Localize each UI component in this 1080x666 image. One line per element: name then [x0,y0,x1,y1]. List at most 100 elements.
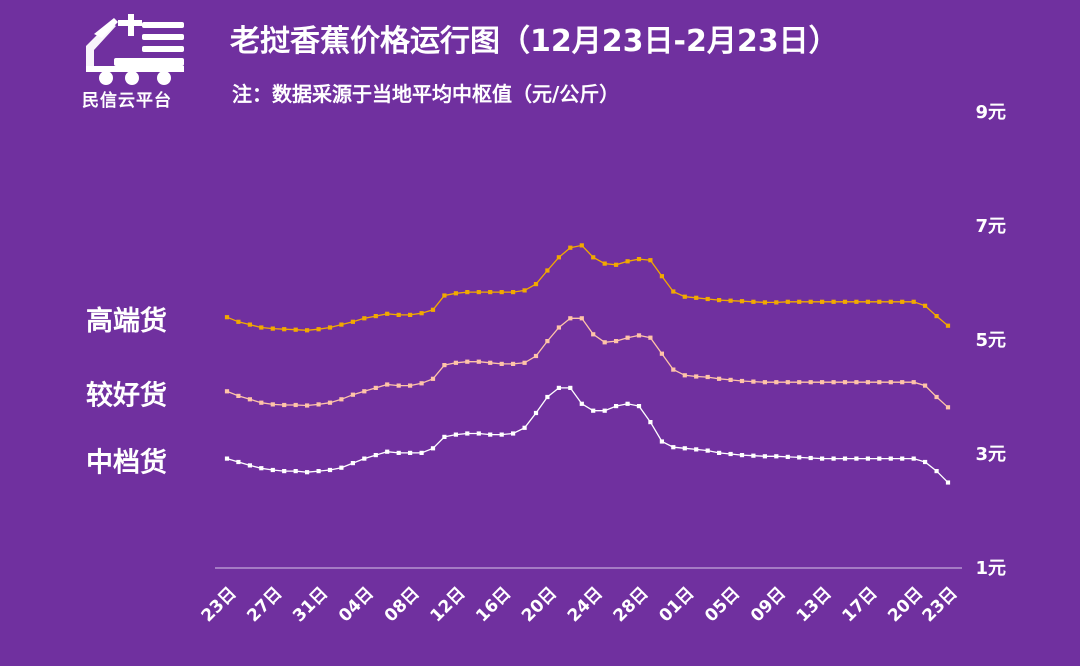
data-point [865,299,870,304]
data-point [236,459,241,465]
data-point [522,425,527,430]
y-tick-label: 9元 [975,102,1006,123]
x-tick-label: 16日 [472,583,515,626]
x-tick-label: 04日 [335,583,378,626]
data-point [453,291,458,296]
data-point [900,456,905,461]
y-tick-label: 3元 [975,444,1006,465]
data-point [247,397,252,402]
data-point [373,385,378,390]
data-point [499,361,504,366]
data-point [465,290,470,295]
data-point [614,404,619,409]
data-point [762,454,767,459]
data-point [694,374,699,379]
data-point [350,392,355,397]
data-point [316,402,321,407]
data-point [579,243,584,248]
data-point [888,299,893,304]
data-point [373,453,378,458]
data-point [865,456,870,461]
data-point [888,456,893,461]
data-point [659,351,664,356]
data-point [408,450,413,455]
data-point [270,326,275,331]
data-point [293,327,298,332]
data-point [831,380,836,385]
data-point [671,367,676,372]
data-point [671,289,676,294]
data-point [362,456,367,461]
data-point [877,456,882,461]
data-point [465,359,470,364]
data-point [739,299,745,304]
data-point [728,377,733,382]
data-point [408,383,413,388]
x-tick-label: 05日 [701,583,744,626]
data-point [442,363,447,368]
data-point [717,298,722,303]
data-point [419,311,424,316]
series-line [226,317,949,408]
data-point [705,448,710,453]
data-point [705,374,710,380]
data-point [659,274,664,279]
x-tick-label: 08日 [381,583,424,626]
data-point [293,402,298,408]
data-point [533,282,539,287]
data-point [854,299,859,304]
data-point [774,300,779,305]
data-point [339,322,344,327]
data-point [316,327,321,332]
data-point [350,461,355,466]
data-point [579,401,584,406]
series-label: 高端货 [86,305,167,337]
data-point [408,312,413,317]
data-point [442,293,447,298]
data-point [911,456,916,461]
chart-title: 老挝香蕉价格运行图（12月23日-2月23日） [230,24,839,59]
data-point [751,299,756,304]
x-tick-label: 09日 [747,583,790,626]
series-label: 中档货 [86,447,167,479]
data-point [614,339,619,344]
data-point [224,456,230,461]
data-point [339,397,344,402]
data-point [648,420,653,425]
data-point [556,325,561,330]
data-point [568,316,573,321]
data-point [396,450,401,455]
data-point [785,380,790,385]
data-point [808,380,813,385]
data-point [385,449,390,454]
data-point [842,380,848,385]
data-point [476,290,481,295]
data-point [282,327,287,332]
data-point [751,379,756,384]
data-point [602,261,607,266]
data-point [579,316,584,321]
data-point [842,299,848,304]
data-point [739,378,745,384]
data-point [934,469,939,474]
data-point [511,431,516,436]
data-point [934,394,939,400]
data-point [327,325,333,330]
data-point [568,245,573,250]
data-point [659,439,664,444]
data-point [259,325,264,330]
data-point [785,454,790,459]
data-point [614,262,619,267]
data-point [545,268,550,273]
data-point [797,455,802,460]
brand-name: 民信云平台 [82,91,172,111]
data-point [362,389,367,394]
data-point [385,382,390,387]
x-tick-label: 28日 [610,583,653,626]
data-point [385,311,390,316]
data-point [705,296,710,302]
y-tick-label: 5元 [975,330,1006,351]
data-point [911,380,916,385]
x-tick-label: 17日 [839,583,882,626]
